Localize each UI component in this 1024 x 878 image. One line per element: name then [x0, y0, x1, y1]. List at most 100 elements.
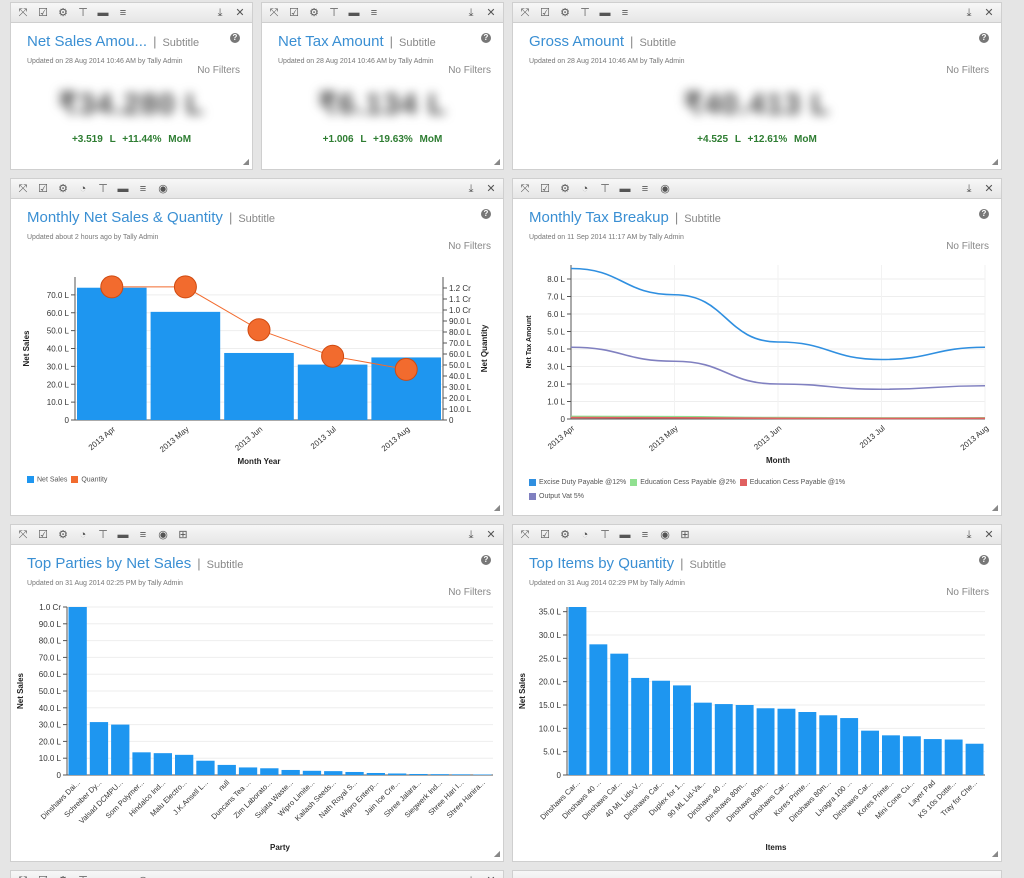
list-icon[interactable]: ≡	[139, 529, 147, 541]
expand-icon[interactable]: ⤧	[520, 183, 530, 195]
comment-icon[interactable]: ▬	[97, 7, 109, 19]
download-icon[interactable]: ⤓	[966, 183, 972, 195]
widget-title[interactable]: Top Parties by Net Sales | Subtitle	[27, 555, 244, 572]
resize-handle-icon[interactable]: ◢	[991, 503, 998, 512]
close-icon[interactable]: ✕	[235, 7, 245, 19]
widget-title[interactable]: Gross Amount | Subtitle	[529, 33, 677, 50]
filter-icon[interactable]: ⊤	[78, 7, 88, 19]
edit-icon[interactable]: ☑	[38, 7, 48, 19]
help-icon[interactable]: ?	[481, 555, 491, 565]
edit-icon[interactable]: ☑	[38, 183, 48, 195]
close-icon[interactable]: ✕	[486, 7, 496, 19]
download-icon[interactable]: ⤓	[966, 7, 972, 19]
edit-icon[interactable]: ☑	[540, 7, 550, 19]
legend-item[interactable]: Quantity	[71, 476, 107, 483]
close-icon[interactable]: ✕	[984, 7, 994, 19]
expand-icon[interactable]: ⤧	[18, 183, 28, 195]
legend-item[interactable]: Excise Duty Payable @12%	[529, 476, 626, 490]
filter-icon[interactable]: ⊤	[580, 7, 590, 19]
close-icon[interactable]: ✕	[486, 529, 496, 541]
settings-icon[interactable]: ⚙	[58, 529, 68, 541]
expand-icon[interactable]: ⤧	[15, 873, 31, 878]
download-icon[interactable]: ⤓	[217, 7, 223, 19]
download-icon[interactable]: ⤓	[468, 529, 474, 541]
settings-icon[interactable]: ⚙	[560, 7, 570, 19]
resize-handle-icon[interactable]: ◢	[493, 157, 500, 166]
expand-icon[interactable]: ⤧	[18, 7, 28, 19]
comment-icon[interactable]: ▬	[619, 183, 631, 195]
list-icon[interactable]: ≡	[139, 183, 147, 195]
resize-handle-icon[interactable]: ◢	[493, 849, 500, 858]
widget-title[interactable]: Net Sales Amou... | Subtitle	[27, 33, 200, 50]
view-icon[interactable]: ◉	[158, 529, 168, 541]
widget-title[interactable]: Top Items by Quantity | Subtitle	[529, 555, 727, 572]
list-icon[interactable]: ≡	[641, 183, 649, 195]
edit-icon[interactable]: ☑	[540, 183, 550, 195]
view-icon[interactable]: ◉	[660, 183, 670, 195]
list-icon[interactable]: ≡	[119, 7, 127, 19]
comment-icon[interactable]: ▬	[619, 529, 631, 541]
filter-icon[interactable]: ⊤	[98, 529, 108, 541]
pie-icon[interactable]: ◔	[79, 529, 87, 541]
settings-icon[interactable]: ⚙	[560, 183, 570, 195]
view-icon[interactable]: ◉	[135, 873, 151, 878]
resize-handle-icon[interactable]: ◢	[242, 157, 249, 166]
resize-handle-icon[interactable]: ◢	[991, 849, 998, 858]
help-icon[interactable]: ?	[230, 33, 240, 43]
comment-icon[interactable]: ▬	[117, 183, 129, 195]
list-icon[interactable]: ≡	[641, 529, 649, 541]
pie-icon[interactable]: ◔	[79, 183, 87, 195]
list-icon[interactable]: ≡	[370, 7, 378, 19]
edit-icon[interactable]: ☑	[38, 529, 48, 541]
edit-icon[interactable]: ☑	[540, 529, 550, 541]
edit-icon[interactable]: ☑	[289, 7, 299, 19]
legend-item[interactable]: Education Cess Payable @2%	[630, 476, 736, 490]
view-icon[interactable]: ◉	[158, 183, 168, 195]
help-icon[interactable]: ?	[979, 209, 989, 219]
resize-handle-icon[interactable]: ◢	[493, 503, 500, 512]
legend-item[interactable]: Education Cess Payable @1%	[739, 476, 845, 490]
view-icon[interactable]: ◉	[660, 529, 670, 541]
expand-icon[interactable]: ⤧	[520, 529, 530, 541]
filter-icon[interactable]: ⊤	[98, 183, 108, 195]
settings-icon[interactable]: ⚙	[55, 873, 71, 878]
settings-icon[interactable]: ⚙	[560, 529, 570, 541]
pie-icon[interactable]: ◔	[581, 529, 589, 541]
expand-icon[interactable]: ⤧	[18, 529, 28, 541]
filter-icon[interactable]: ⊤	[600, 183, 610, 195]
comment-icon[interactable]: ▬	[95, 873, 111, 878]
download-icon[interactable]: ⤓	[966, 529, 972, 541]
settings-icon[interactable]: ⚙	[58, 7, 68, 19]
close-icon[interactable]: ✕	[984, 183, 994, 195]
resize-handle-icon[interactable]: ◢	[991, 157, 998, 166]
download-icon[interactable]: ⤓	[463, 873, 479, 878]
widget-title[interactable]: Net Tax Amount | Subtitle	[278, 33, 436, 50]
close-icon[interactable]: ✕	[984, 529, 994, 541]
help-icon[interactable]: ?	[481, 33, 491, 43]
filter-icon[interactable]: ⊤	[75, 873, 91, 878]
help-icon[interactable]: ?	[481, 209, 491, 219]
widget-title[interactable]: Monthly Net Sales & Quantity | Subtitle	[27, 209, 276, 226]
expand-icon[interactable]: ⤧	[269, 7, 279, 19]
settings-icon[interactable]: ⚙	[58, 183, 68, 195]
expand-icon[interactable]: ⤧	[520, 7, 530, 19]
filter-icon[interactable]: ⊤	[329, 7, 339, 19]
download-icon[interactable]: ⤓	[468, 183, 474, 195]
download-icon[interactable]: ⤓	[468, 7, 474, 19]
help-icon[interactable]: ?	[979, 33, 989, 43]
widget-title[interactable]: Monthly Tax Breakup | Subtitle	[529, 209, 721, 226]
comment-icon[interactable]: ▬	[348, 7, 360, 19]
comment-icon[interactable]: ▬	[117, 529, 129, 541]
close-icon[interactable]: ✕	[483, 873, 499, 878]
grid-icon[interactable]: ⊞	[680, 529, 690, 541]
legend-item[interactable]: Net Sales	[27, 476, 67, 483]
legend-item[interactable]: Output Vat 5%	[529, 490, 584, 504]
close-icon[interactable]: ✕	[486, 183, 496, 195]
comment-icon[interactable]: ▬	[599, 7, 611, 19]
pie-icon[interactable]: ◔	[581, 183, 589, 195]
settings-icon[interactable]: ⚙	[309, 7, 319, 19]
list-icon[interactable]: ≡	[621, 7, 629, 19]
filter-icon[interactable]: ⊤	[600, 529, 610, 541]
list-icon[interactable]: ≡	[115, 873, 131, 878]
help-icon[interactable]: ?	[979, 555, 989, 565]
